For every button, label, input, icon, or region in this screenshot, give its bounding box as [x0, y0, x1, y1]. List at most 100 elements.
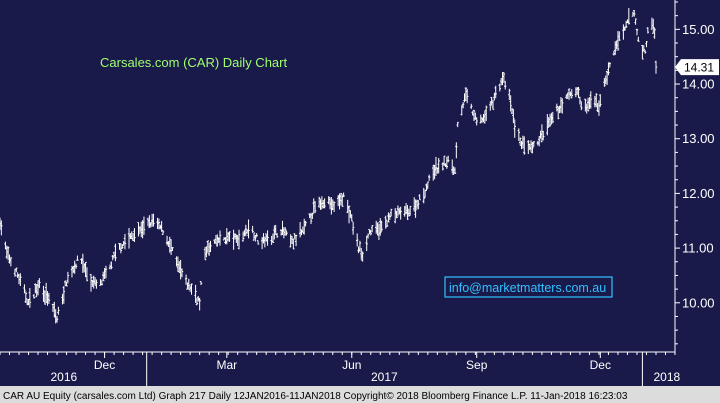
price-bar	[366, 233, 370, 239]
price-bar	[251, 225, 254, 233]
price-bar	[342, 192, 345, 198]
price-bar	[422, 187, 425, 204]
price-bar	[442, 155, 446, 167]
y-tick-label: 15.00	[682, 22, 715, 37]
y-tick-label: 11.00	[682, 241, 714, 256]
price-bar	[567, 88, 571, 100]
price-bar	[466, 88, 469, 104]
y-tick-label: 13.00	[682, 131, 715, 146]
price-bar	[142, 216, 146, 235]
price-bar	[89, 273, 93, 292]
price-bar	[313, 201, 317, 214]
price-bar	[406, 205, 409, 220]
price-bar	[228, 231, 231, 242]
price-bar	[198, 297, 201, 311]
price-bar	[110, 261, 113, 270]
price-bar	[498, 83, 501, 92]
price-bar	[123, 233, 127, 250]
price-bar	[616, 31, 620, 51]
price-bar	[395, 211, 398, 219]
price-bar	[614, 41, 617, 56]
price-bar	[379, 218, 382, 236]
price-bar	[84, 261, 87, 278]
price-bar	[561, 98, 564, 114]
price-bar	[537, 136, 541, 147]
y-tick-label: 10.00	[682, 295, 715, 310]
price-bar	[266, 230, 269, 246]
price-bar	[491, 99, 495, 110]
price-bar	[627, 7, 631, 25]
price-bar	[351, 221, 355, 235]
price-bar	[284, 227, 287, 236]
price-bar	[184, 274, 188, 285]
price-bar	[203, 246, 207, 261]
price-bar	[292, 238, 295, 250]
price-bar	[199, 281, 203, 286]
price-bar	[0, 220, 3, 236]
price-bar	[389, 208, 393, 217]
price-bar	[66, 271, 70, 284]
price-bar	[427, 174, 431, 181]
price-bar	[517, 128, 521, 141]
price-bar	[350, 214, 353, 222]
price-bar	[15, 267, 18, 273]
price-bar	[551, 111, 554, 124]
price-bar	[294, 234, 298, 247]
price-bar	[494, 85, 497, 99]
last-price-tag: 14.31	[675, 59, 719, 76]
watermark-box: info@marketmatters.com.au	[444, 276, 613, 298]
price-bar	[570, 89, 573, 99]
price-bar	[437, 158, 440, 174]
price-bar	[256, 240, 260, 245]
price-bar	[104, 265, 108, 279]
price-bar	[578, 96, 582, 105]
x-year-label: 2018	[653, 370, 680, 384]
price-bar	[361, 251, 364, 262]
price-bar	[81, 253, 85, 273]
price-bar	[635, 28, 639, 36]
price-bar	[65, 281, 68, 287]
price-bar	[387, 212, 390, 223]
price-bar	[608, 62, 612, 68]
price-bar	[641, 44, 644, 60]
price-bar	[28, 287, 32, 308]
price-bar	[527, 140, 530, 154]
price-bar	[43, 290, 47, 305]
price-bar	[518, 137, 522, 146]
price-bar	[502, 72, 506, 83]
price-bar	[152, 213, 155, 227]
price-bar	[586, 97, 590, 112]
price-bar	[119, 243, 123, 254]
price-bar	[311, 212, 314, 220]
price-bar	[470, 103, 473, 109]
price-bar	[76, 255, 79, 261]
price-bar	[472, 109, 476, 122]
price-bar	[399, 206, 402, 220]
price-bar	[19, 273, 22, 286]
price-bar	[171, 247, 174, 251]
price-bar	[637, 36, 640, 42]
price-bar	[548, 113, 552, 127]
price-bar	[523, 136, 526, 155]
price-bar	[603, 77, 606, 87]
price-bar	[376, 222, 379, 236]
price-bar	[32, 293, 36, 299]
price-bar	[532, 141, 535, 148]
price-bar	[384, 215, 387, 229]
price-bar	[74, 263, 78, 269]
x-month-label: Dec	[94, 358, 115, 372]
price-bar	[652, 18, 655, 34]
price-bar	[209, 240, 212, 252]
price-bar	[100, 279, 104, 286]
price-bar	[646, 27, 650, 34]
price-bar	[634, 18, 637, 25]
price-bar	[6, 246, 10, 261]
price-bar	[643, 50, 647, 54]
price-bar	[347, 205, 351, 224]
price-bar	[453, 167, 457, 174]
price-bar	[55, 315, 59, 323]
price-bar	[618, 31, 621, 41]
price-bar	[38, 278, 41, 289]
